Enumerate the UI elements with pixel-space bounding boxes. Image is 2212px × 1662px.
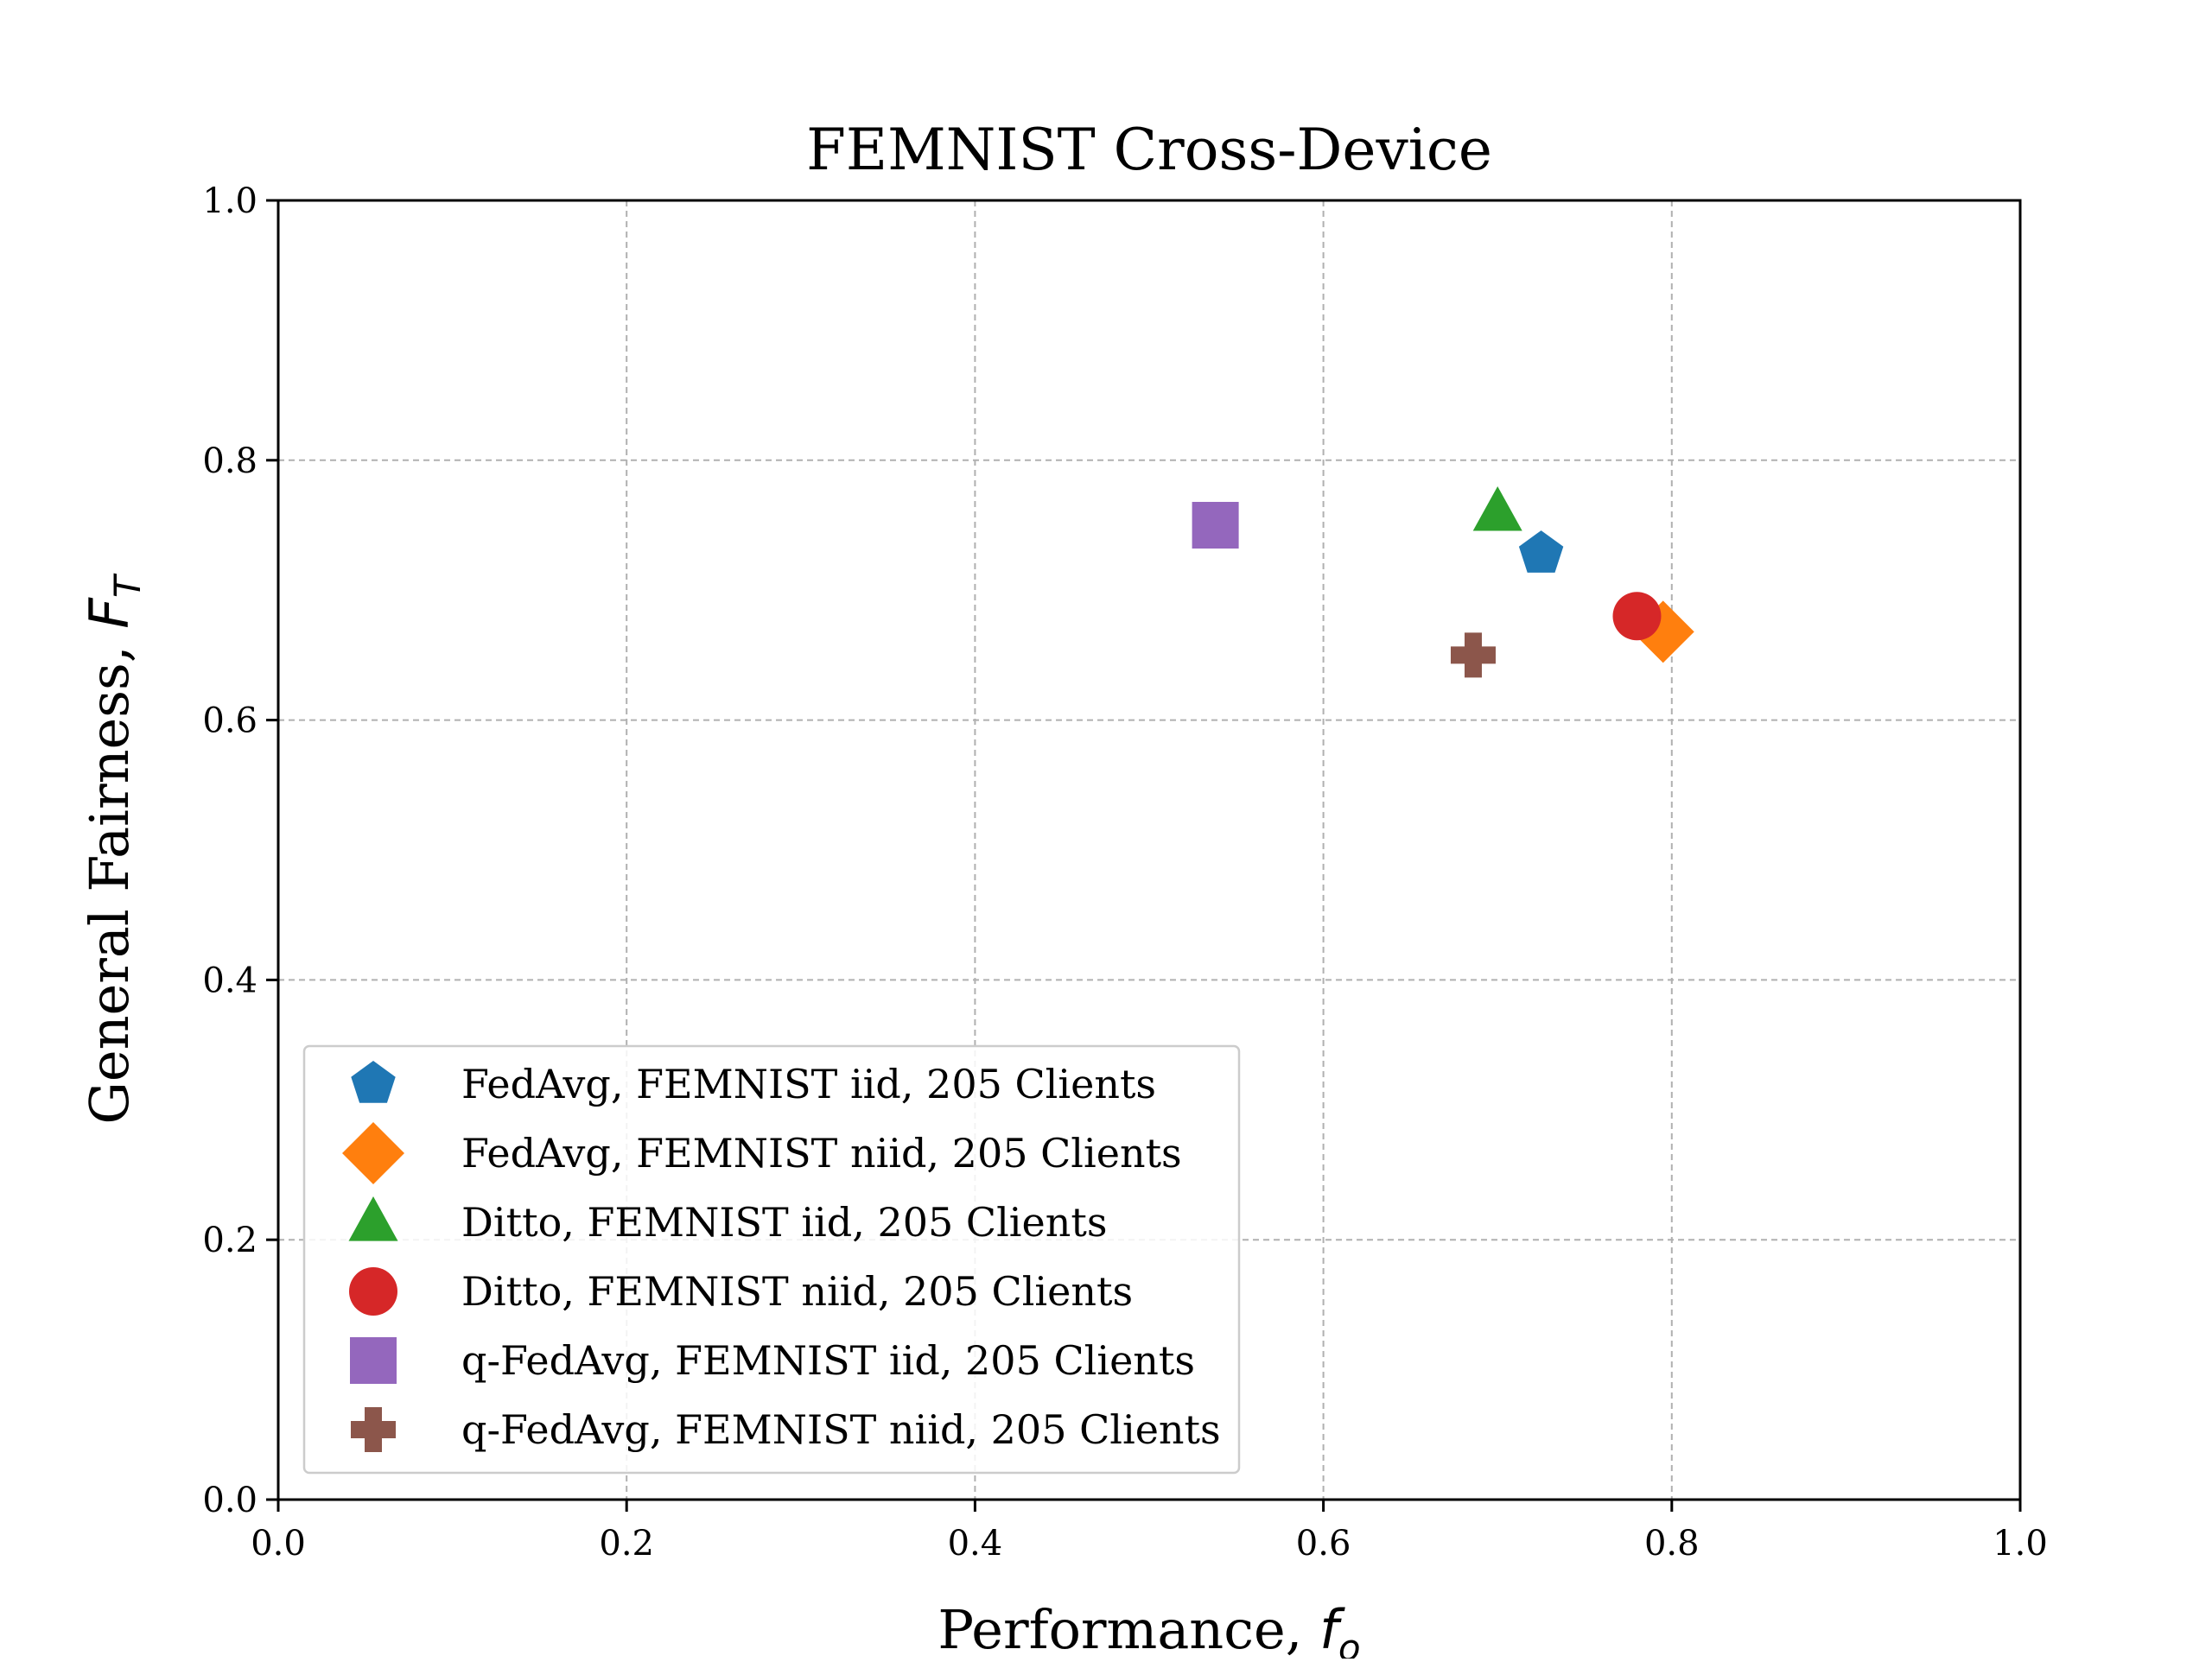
chart-title: FEMNIST Cross-Device xyxy=(806,117,1492,183)
data-point xyxy=(1192,502,1239,549)
x-axis-title-prefix: Performance, xyxy=(938,1598,1319,1659)
y-tick-label: 0.6 xyxy=(202,701,257,741)
x-tick-label: 1.0 xyxy=(1993,1524,2048,1564)
x-tick-label: 0.4 xyxy=(948,1524,1003,1564)
data-point-shape xyxy=(1450,632,1496,678)
data-point-shape xyxy=(1472,485,1522,531)
legend-marker-shape xyxy=(348,1196,398,1241)
x-tick-label: 0.8 xyxy=(1644,1524,1700,1564)
data-point-shape xyxy=(1518,530,1564,573)
legend-box xyxy=(302,1044,1241,1475)
legend-label: Ditto, FEMNIST niid, 205 Clients xyxy=(461,1268,1133,1315)
x-axis-title: Performance, fo xyxy=(938,1598,1360,1659)
axis-ticks: 0.0 0.2 0.4 0.6 0.8 1.0 0.0 0.2 0.4 0.6 0.8 1.0 xyxy=(202,181,2047,1564)
legend-marker-shape xyxy=(351,1407,396,1452)
legend-entry: FedAvg, FEMNIST niid, 205 Clients xyxy=(342,1122,1182,1184)
x-axis-title-subscript: o xyxy=(1338,1627,1361,1659)
legend-marker xyxy=(349,1267,397,1316)
y-tick-label: 0.2 xyxy=(202,1221,257,1260)
y-tick-label: 0.0 xyxy=(202,1481,257,1520)
plot-frame xyxy=(276,199,2022,1501)
legend-entry: q-FedAvg, FEMNIST iid, 205 Clients xyxy=(350,1337,1195,1384)
y-axis-title-subscript: T xyxy=(106,573,149,598)
legend-entry: q-FedAvg, FEMNIST niid, 205 Clients xyxy=(351,1406,1221,1453)
legend-marker-shape xyxy=(349,1267,397,1316)
legend-marker-shape xyxy=(342,1122,404,1184)
legend-marker xyxy=(351,1407,396,1452)
legend-marker xyxy=(350,1337,397,1384)
legend-label: Ditto, FEMNIST iid, 205 Clients xyxy=(461,1199,1107,1246)
y-axis-title: General Fairness, FT xyxy=(78,573,149,1125)
data-point xyxy=(1472,485,1522,531)
y-axis-title-prefix: General Fairness, xyxy=(78,629,141,1125)
x-tick-label: 0.0 xyxy=(251,1524,306,1564)
x-tick-label: 0.2 xyxy=(599,1524,654,1564)
data-point xyxy=(1612,592,1662,641)
y-axis-title-symbol: F xyxy=(78,597,141,629)
data-point xyxy=(1518,530,1564,573)
legend-entries: FedAvg, FEMNIST iid, 205 Clients FedAvg, … xyxy=(342,1061,1221,1453)
legend-marker-shape xyxy=(351,1061,396,1103)
legend-entry: Ditto, FEMNIST niid, 205 Clients xyxy=(349,1267,1133,1316)
y-tick-label: 0.4 xyxy=(202,961,257,1000)
legend-label: q-FedAvg, FEMNIST iid, 205 Clients xyxy=(461,1337,1195,1384)
legend-marker xyxy=(342,1122,404,1184)
legend-entry: Ditto, FEMNIST iid, 205 Clients xyxy=(348,1196,1107,1246)
y-tick-label: 1.0 xyxy=(202,181,257,221)
legend-label: q-FedAvg, FEMNIST niid, 205 Clients xyxy=(461,1406,1221,1453)
legend-entry: FedAvg, FEMNIST iid, 205 Clients xyxy=(351,1061,1156,1107)
data-point xyxy=(1450,632,1496,678)
legend-label: FedAvg, FEMNIST niid, 205 Clients xyxy=(461,1130,1182,1177)
data-markers xyxy=(1192,485,1694,678)
data-point-shape xyxy=(1192,502,1239,549)
legend-marker-shape xyxy=(350,1337,397,1384)
legend-marker xyxy=(348,1196,398,1241)
y-tick-label: 0.8 xyxy=(202,441,257,481)
legend-marker xyxy=(351,1061,396,1103)
legend: FedAvg, FEMNIST iid, 205 Clients FedAvg, … xyxy=(302,1044,1241,1475)
x-tick-label: 0.6 xyxy=(1296,1524,1351,1564)
legend-label: FedAvg, FEMNIST iid, 205 Clients xyxy=(461,1061,1156,1107)
data-point-shape xyxy=(1612,592,1662,641)
